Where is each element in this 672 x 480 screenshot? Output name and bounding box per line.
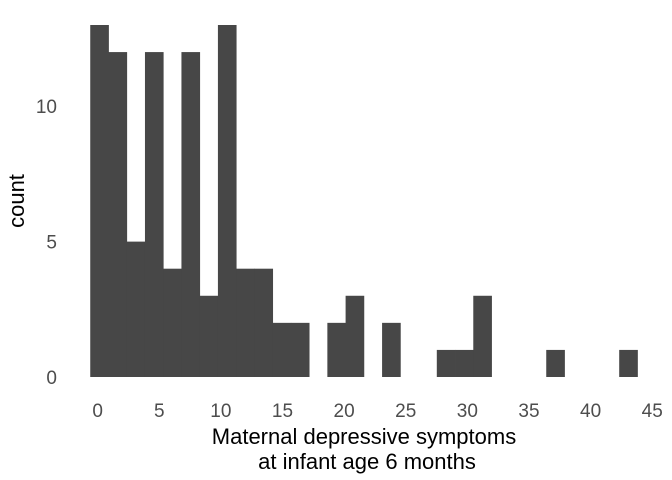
histogram-bar-14 <box>345 295 365 377</box>
x-tick-label: 0 <box>92 401 103 422</box>
x-tick-label: 25 <box>395 401 416 422</box>
histogram-bar-21 <box>473 295 492 377</box>
histogram-bar-0 <box>90 25 109 377</box>
histogram-bar-13 <box>327 322 346 377</box>
x-tick-label: 35 <box>518 401 539 422</box>
histogram-bar-3 <box>144 52 164 377</box>
histogram-bar-29 <box>619 349 638 377</box>
y-tick-label: 5 <box>46 233 57 254</box>
x-tick-label: 15 <box>272 401 293 422</box>
x-axis-ticks: 0 5 10 15 20 25 30 35 40 45 <box>92 401 662 422</box>
histogram-bar-4 <box>163 268 182 377</box>
x-tick-label: 30 <box>457 401 478 422</box>
histogram-bar-2 <box>126 241 146 377</box>
y-tick-label: 10 <box>36 97 57 118</box>
x-tick-label: 40 <box>580 401 601 422</box>
histogram-bar-20 <box>455 349 474 377</box>
histogram-bar-6 <box>199 295 219 377</box>
x-tick-label: 5 <box>154 401 165 422</box>
y-axis-ticks: 0 5 10 <box>36 97 57 389</box>
x-axis-title-line-1: Maternal depressive symptoms <box>212 424 516 449</box>
histogram-bar-9 <box>254 268 274 377</box>
x-tick-label: 20 <box>334 401 355 422</box>
histogram-bar-19 <box>436 349 456 377</box>
histogram-bar-5 <box>181 52 201 377</box>
histogram-bar-10 <box>272 322 292 377</box>
y-axis-title: count <box>4 174 29 228</box>
x-tick-label: 10 <box>210 401 231 422</box>
histogram-bar-7 <box>217 25 237 377</box>
x-tick-label: 45 <box>642 401 663 422</box>
histogram-bar-8 <box>236 268 255 377</box>
histogram-bar-16 <box>382 322 401 377</box>
x-axis-title-line-2: at infant age 6 months <box>258 449 476 474</box>
histogram-bar-1 <box>108 52 128 377</box>
y-tick-label: 0 <box>46 368 57 389</box>
histogram-bar-25 <box>546 349 565 377</box>
histogram-bar-11 <box>290 322 310 377</box>
histogram-bars <box>90 25 638 377</box>
